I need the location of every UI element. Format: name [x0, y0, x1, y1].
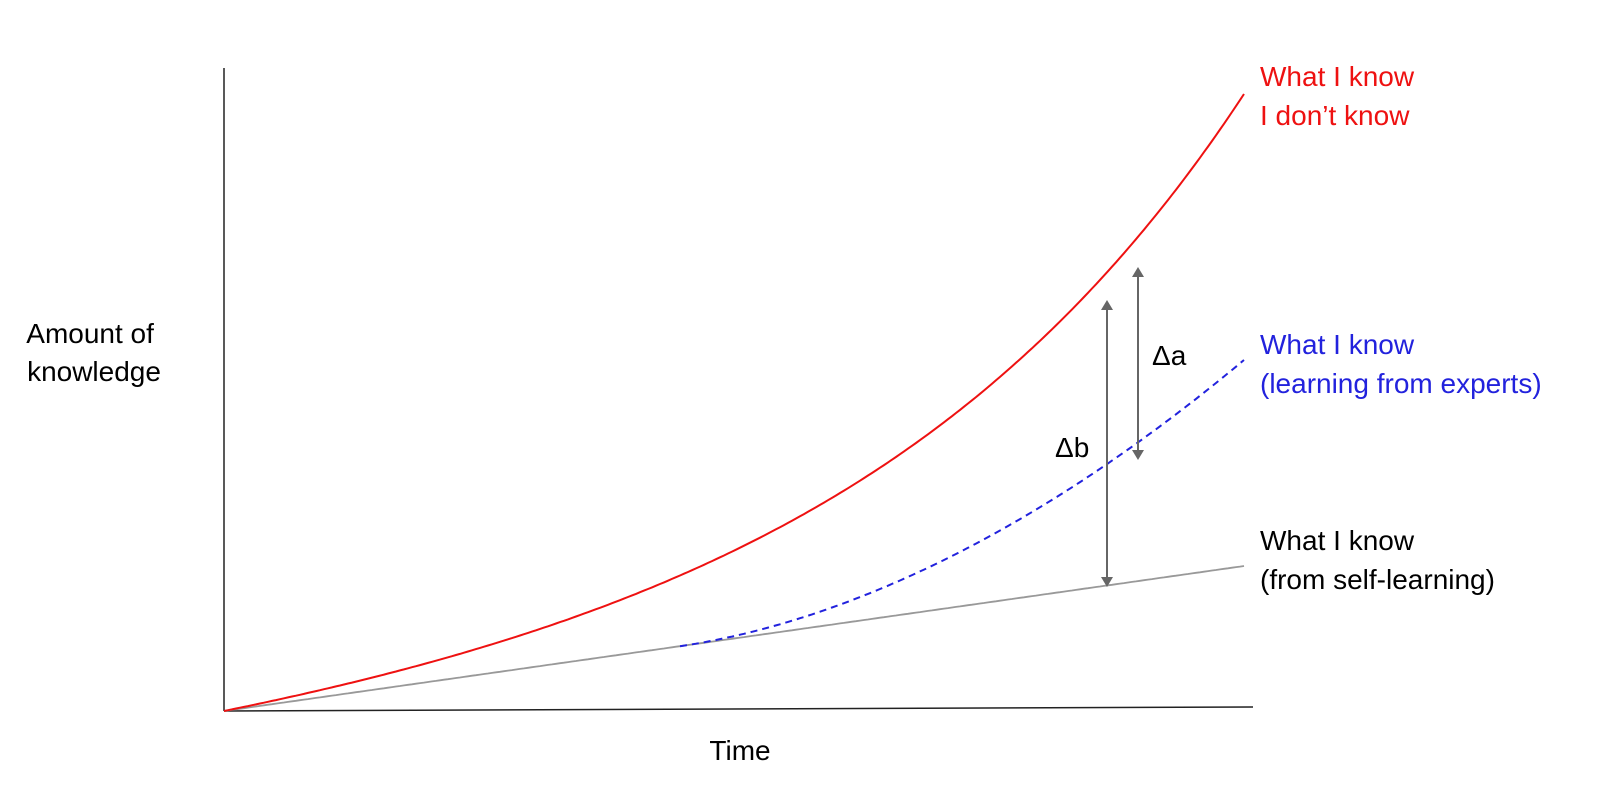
y-axis-label-line-2: knowledge: [27, 356, 161, 387]
series-label-self-learning-line-2: (from self-learning): [1260, 564, 1495, 595]
x-axis-label: Time: [709, 735, 770, 766]
y-axis-label-line-1: Amount of: [26, 318, 154, 349]
series-label-self-learning: What I know (from self-learning): [1260, 525, 1495, 595]
delta-b-label: Δb: [1055, 432, 1089, 463]
series-label-learning-from-experts-line-1: What I know: [1260, 329, 1415, 360]
series-line-self-learning: [223, 565, 1245, 712]
y-axis-label: Amount of knowledge: [26, 318, 161, 387]
series-label-know-dont-know: What I know I don’t know: [1260, 61, 1422, 131]
series-label-know-dont-know-line-2: I don’t know: [1260, 100, 1410, 131]
series-label-learning-from-experts-line-2: (learning from experts): [1260, 368, 1542, 399]
series-label-self-learning-line-1: What I know: [1260, 525, 1415, 556]
series-label-learning-from-experts: What I know (learning from experts): [1260, 329, 1542, 399]
x-axis: [223, 706, 1254, 712]
series-line-learning-from-experts: [679, 359, 1245, 648]
series-line-know-dont-know: [223, 93, 1245, 712]
delta-a-label: Δa: [1152, 340, 1187, 371]
series-label-know-dont-know-line-1: What I know: [1260, 61, 1415, 92]
